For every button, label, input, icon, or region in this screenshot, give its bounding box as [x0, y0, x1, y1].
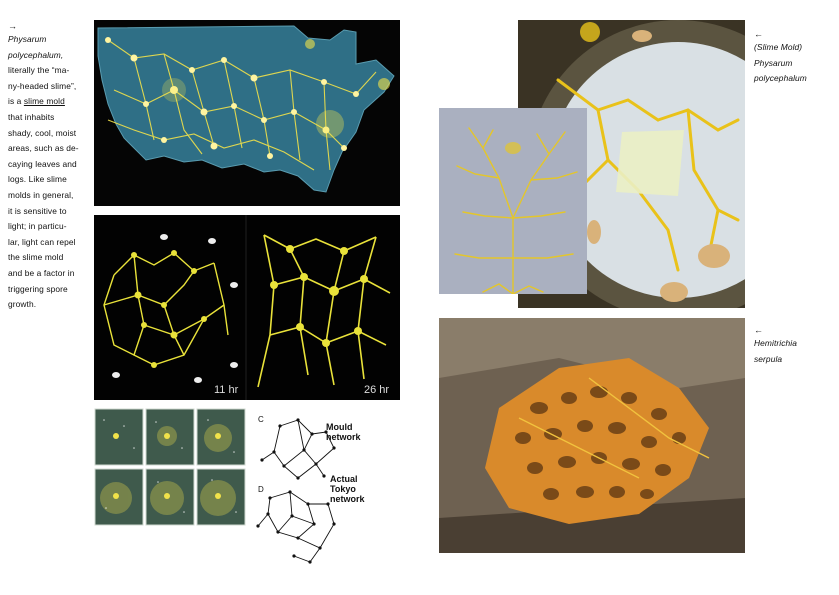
left-caption: → Physarum polycephalum, literally the “m… — [8, 20, 90, 313]
diagram-letter-d: D — [258, 485, 264, 494]
slime-mold-link[interactable]: slime mold — [23, 96, 65, 107]
mould-label-line2: network — [326, 432, 362, 442]
tokyo-label-line2: Tokyo — [330, 484, 356, 494]
label-26-hr: 26 hr — [364, 384, 389, 396]
mould-label-line1: Mould — [326, 422, 353, 432]
diagram-letter-c: C — [258, 415, 264, 424]
petri-dish-slime-photo — [518, 20, 745, 308]
tokyo-timeseries-grid — [94, 408, 246, 526]
arrow-left-icon: ← — [754, 29, 764, 39]
arrow-left-icon: ← — [754, 325, 764, 335]
right-caption-slime-mold: ← (Slime Mold) Physarum polycephalum — [754, 28, 836, 87]
label-11-hr: 11 hr — [214, 384, 239, 396]
growth-timelapse-photo: 11 hr 26 hr — [94, 215, 400, 400]
tokyo-label-line3: network — [330, 494, 366, 504]
tokyo-label-line1: Actual — [330, 474, 358, 484]
tree-slime-photo — [439, 108, 587, 294]
network-comparison-diagram: C D Mould network — [254, 408, 400, 568]
us-map-slime-photo — [94, 20, 400, 206]
right-caption-hemitrichia: ← Hemitrichia serpula — [754, 324, 836, 367]
arrow-right-icon: → — [8, 21, 18, 31]
species-name: Physarum polycephalum, — [8, 34, 64, 60]
hemitrichia-photo — [439, 318, 745, 553]
